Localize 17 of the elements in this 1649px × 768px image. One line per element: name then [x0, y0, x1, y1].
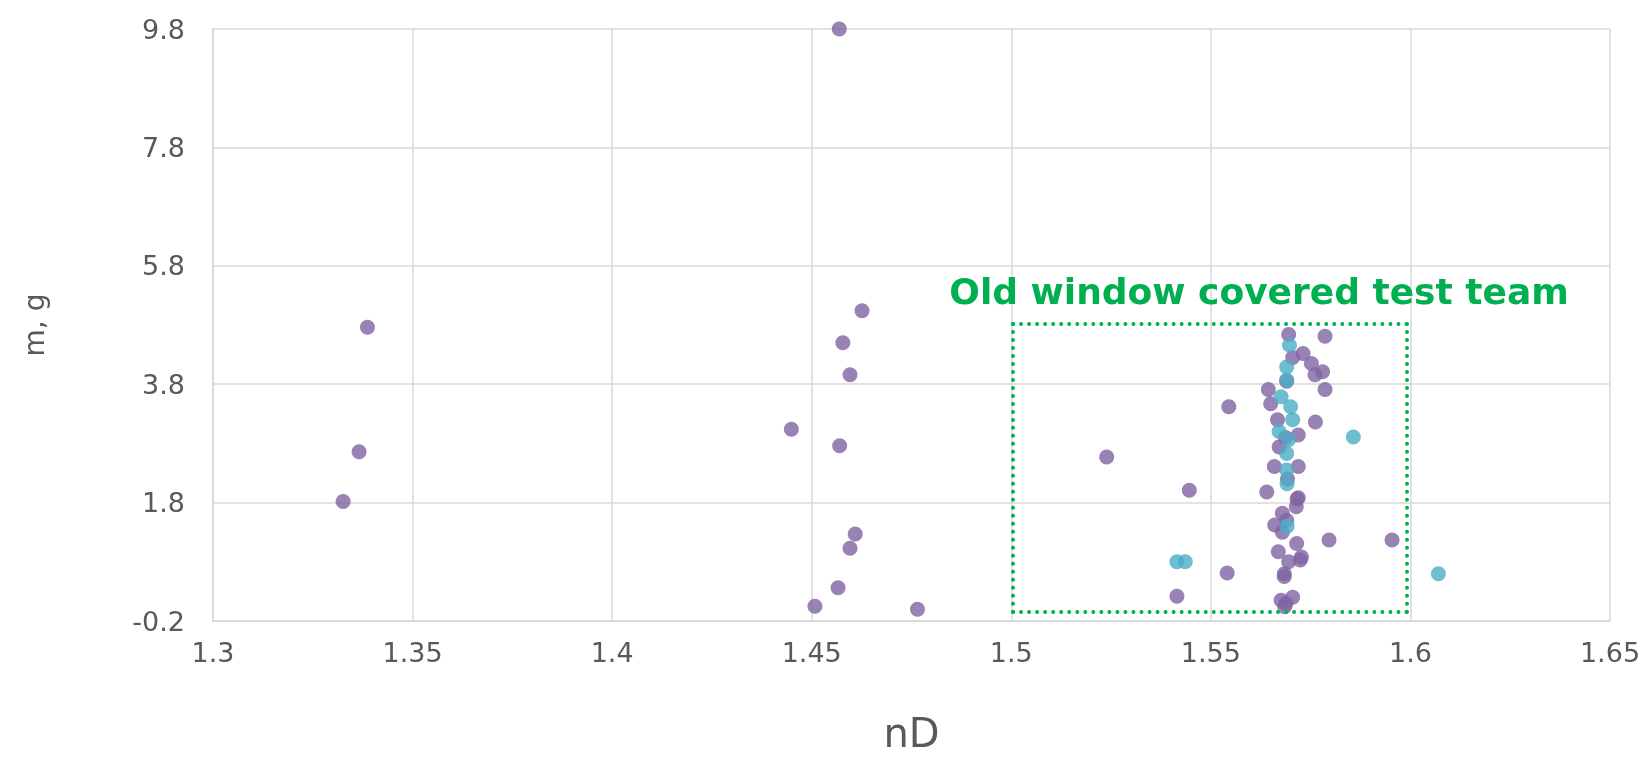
x-tick-label: 1.3	[191, 637, 235, 668]
x-axis-title: nD	[883, 710, 940, 756]
y-tick-label: 1.8	[142, 487, 185, 519]
y-tick-label: -0.2	[132, 605, 185, 637]
annotation: Old window covered test team	[949, 270, 1569, 312]
y-tick-label: 9.8	[142, 13, 185, 45]
x-tick-label: 1.6	[1388, 637, 1432, 668]
x-tick-label: 1.5	[989, 637, 1033, 668]
x-tick-label: 1.45	[781, 637, 842, 668]
x-tick-label: 1.55	[1180, 637, 1241, 668]
x-tick-label: 1.65	[1579, 637, 1641, 668]
x-tick-label: 1.4	[590, 637, 634, 668]
y-tick-label: 7.8	[142, 131, 185, 163]
y-axis-title: m, g	[17, 293, 51, 357]
y-tick-label: 5.8	[142, 250, 185, 282]
y-tick-label: 3.8	[142, 368, 185, 400]
x-tick-label: 1.35	[382, 637, 443, 668]
